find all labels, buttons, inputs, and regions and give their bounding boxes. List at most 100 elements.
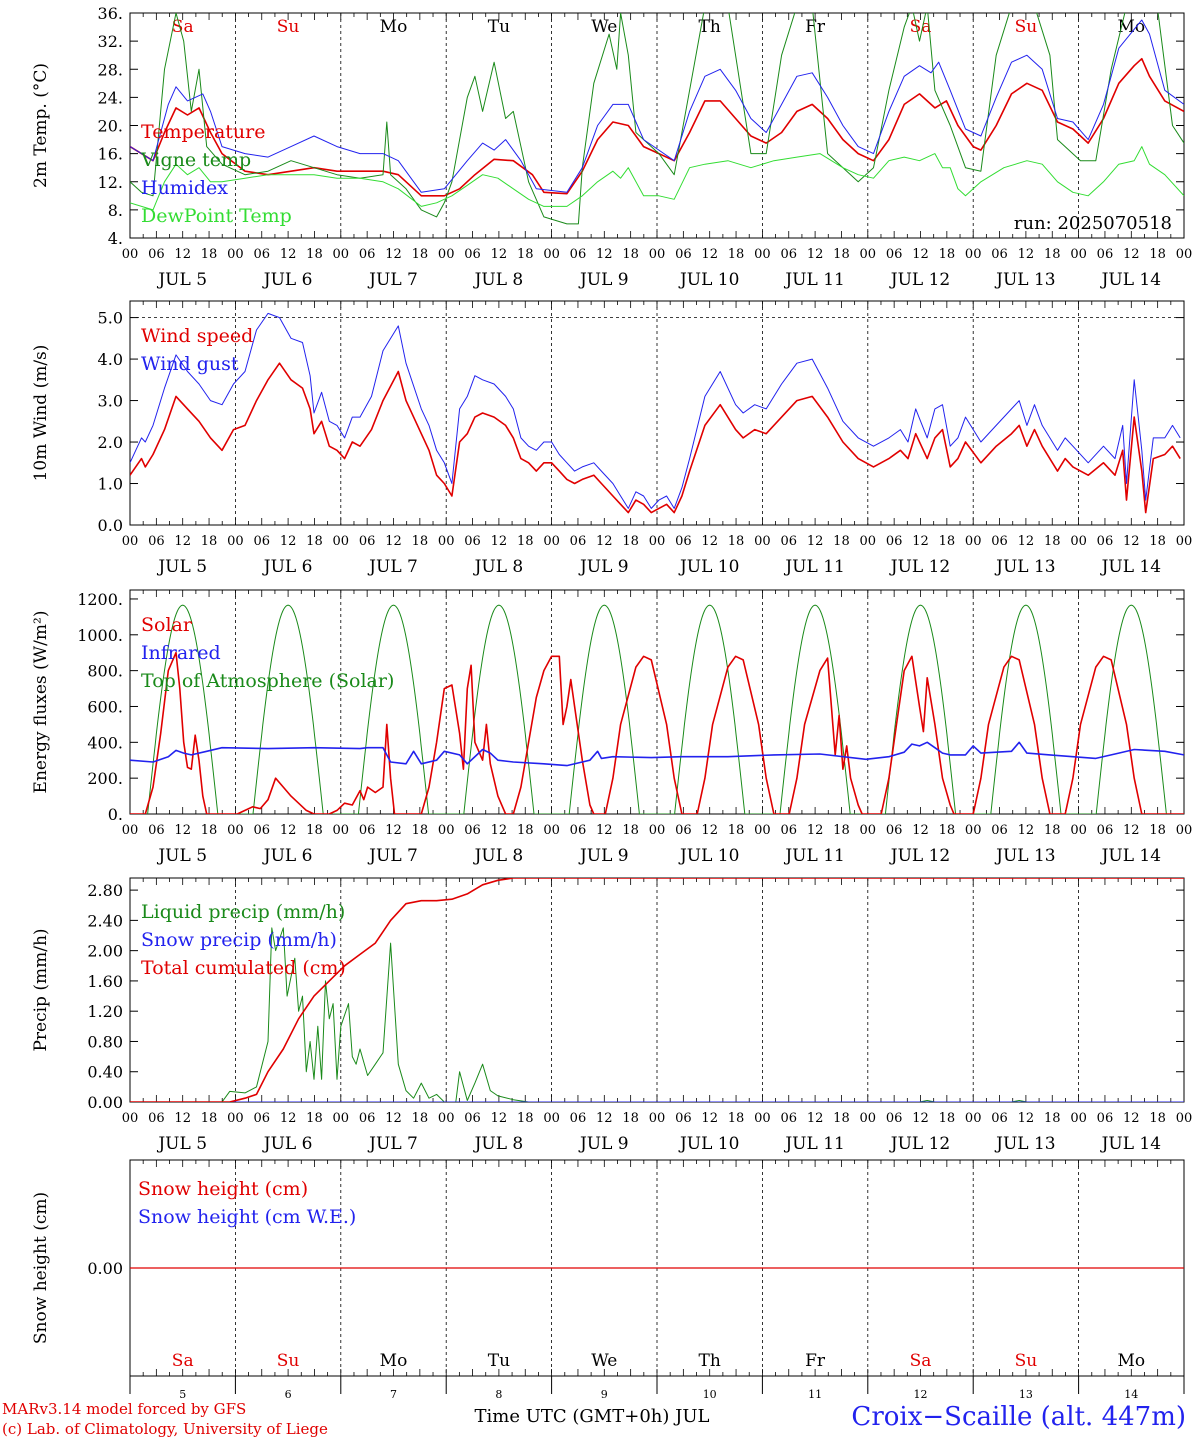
hour-tick-label: 00: [1176, 823, 1193, 838]
legend-entry: Temperature: [141, 121, 265, 143]
date-label: JUL 7: [367, 846, 418, 866]
hour-tick-label: 06: [675, 1111, 692, 1126]
hour-tick-label: 06: [1097, 247, 1114, 262]
y-tick-label: 16.: [98, 145, 123, 164]
series-line-temperature: [130, 57, 1184, 197]
hour-tick-label: 00: [649, 534, 666, 549]
date-label: JUL 12: [889, 846, 950, 866]
legend-entry: Top of Atmosphere (Solar): [141, 670, 394, 692]
hour-tick-label: 06: [148, 1111, 165, 1126]
hour-tick-label: 06: [780, 823, 797, 838]
hour-tick-label: 00: [649, 1111, 666, 1126]
series-line-infrared: [130, 741, 1184, 767]
panel-5: 0.00 Snow height (cm) Sa 5 Su 6 Mo 7 Tu 8 We 9 Th 10 F…: [31, 1159, 1185, 1400]
hour-tick-label: 00: [649, 247, 666, 262]
hour-tick-label: 00: [333, 247, 350, 262]
hour-tick-label: 06: [780, 247, 797, 262]
hour-tick-label: 06: [991, 1111, 1008, 1126]
hour-tick-label: 12: [701, 823, 718, 838]
hour-tick-label: 12: [280, 823, 297, 838]
y-tick-label: 200.: [87, 769, 123, 788]
hour-tick-label: 06: [464, 823, 481, 838]
panel-3: 0. 200. 400. 600. 800. 1000. 1200. Energy fluxe…: [31, 589, 1193, 866]
day-number-label: 13: [1019, 1388, 1033, 1400]
hour-tick-label: 00: [860, 247, 877, 262]
hour-tick-label: 06: [253, 247, 270, 262]
date-label: JUL 10: [678, 270, 739, 290]
date-label: JUL 14: [1100, 557, 1161, 577]
date-label: JUL 10: [678, 1134, 739, 1154]
date-label: JUL 7: [367, 1134, 418, 1154]
date-label: JUL 7: [367, 557, 418, 577]
hour-tick-label: 06: [886, 823, 903, 838]
legend-entry: Infrared: [141, 642, 221, 664]
y-tick-label: 0.: [108, 805, 123, 824]
y-axis-label: Snow height (cm): [31, 1192, 51, 1344]
hour-tick-label: 00: [860, 1111, 877, 1126]
y-tick-label: 4.: [108, 229, 123, 248]
date-label: JUL 11: [783, 270, 844, 290]
hour-tick-label: 06: [359, 247, 376, 262]
hour-tick-label: 00: [754, 247, 771, 262]
hour-tick-label: 18: [201, 1111, 218, 1126]
hour-tick-label: 18: [201, 247, 218, 262]
hour-tick-label: 18: [833, 534, 850, 549]
hour-tick-label: 06: [253, 823, 270, 838]
hour-tick-label: 00: [1176, 534, 1193, 549]
date-label: JUL 14: [1100, 846, 1161, 866]
legend-entry: Wind gust: [141, 353, 239, 375]
hour-tick-label: 18: [622, 823, 639, 838]
hour-tick-label: 06: [886, 247, 903, 262]
hour-tick-label: 00: [860, 823, 877, 838]
y-tick-label: 800.: [87, 662, 123, 681]
date-label: JUL 5: [156, 557, 207, 577]
hour-tick-label: 18: [1149, 534, 1166, 549]
hour-tick-label: 00: [1176, 247, 1193, 262]
legend-entry: Vigne temp: [140, 149, 251, 171]
day-number-label: 8: [495, 1388, 502, 1400]
hour-tick-label: 06: [359, 1111, 376, 1126]
weekday-label: Fr: [805, 1351, 826, 1371]
plot-area: [130, 312, 1181, 514]
hour-tick-label: 18: [517, 534, 534, 549]
date-label: JUL 13: [994, 846, 1055, 866]
hour-tick-label: 12: [1123, 534, 1140, 549]
date-label: JUL 12: [889, 270, 950, 290]
hour-tick-label: 06: [1097, 823, 1114, 838]
hour-tick-label: 12: [912, 534, 929, 549]
series-line-vigne-temp: [130, 13, 1184, 225]
hour-tick-label: 12: [385, 247, 402, 262]
hour-tick-label: 18: [833, 247, 850, 262]
hour-tick-label: 12: [385, 534, 402, 549]
meteogram-chart: 4. 8. 12. 16. 20. 24. 28. 32. 36. 2m Temp. (°C) Sa…: [31, 4, 1193, 1400]
x-axis-title: Time UTC (GMT+0h) JUL: [474, 1406, 710, 1427]
hour-tick-label: 06: [464, 247, 481, 262]
hour-tick-label: 00: [122, 534, 139, 549]
hour-tick-label: 12: [1018, 247, 1035, 262]
weekday-label: Mo: [380, 17, 408, 37]
date-label: JUL 8: [473, 557, 524, 577]
hour-tick-label: 12: [1018, 823, 1035, 838]
date-label: JUL 10: [678, 846, 739, 866]
y-tick-label: 2.40: [87, 911, 123, 930]
series-line-wind-speed: [130, 362, 1181, 514]
hour-tick-label: 06: [886, 1111, 903, 1126]
hour-tick-label: 18: [1149, 823, 1166, 838]
hour-tick-label: 12: [491, 1111, 508, 1126]
hour-tick-label: 06: [148, 534, 165, 549]
hour-tick-label: 00: [965, 247, 982, 262]
hour-tick-label: 06: [675, 823, 692, 838]
series-line-humidex: [130, 19, 1184, 193]
date-label: JUL 14: [1100, 1134, 1161, 1154]
date-label: JUL 6: [262, 1134, 313, 1154]
hour-tick-label: 06: [359, 823, 376, 838]
hour-tick-label: 12: [174, 823, 191, 838]
hour-tick-label: 12: [491, 247, 508, 262]
hour-tick-label: 12: [1018, 534, 1035, 549]
day-number-label: 12: [914, 1388, 928, 1400]
weekday-label: Su: [1015, 17, 1038, 37]
hour-tick-label: 00: [543, 1111, 560, 1126]
y-tick-label: 1.20: [87, 1002, 123, 1021]
hour-tick-label: 12: [807, 534, 824, 549]
legend-entry: DewPoint Temp: [141, 205, 292, 227]
